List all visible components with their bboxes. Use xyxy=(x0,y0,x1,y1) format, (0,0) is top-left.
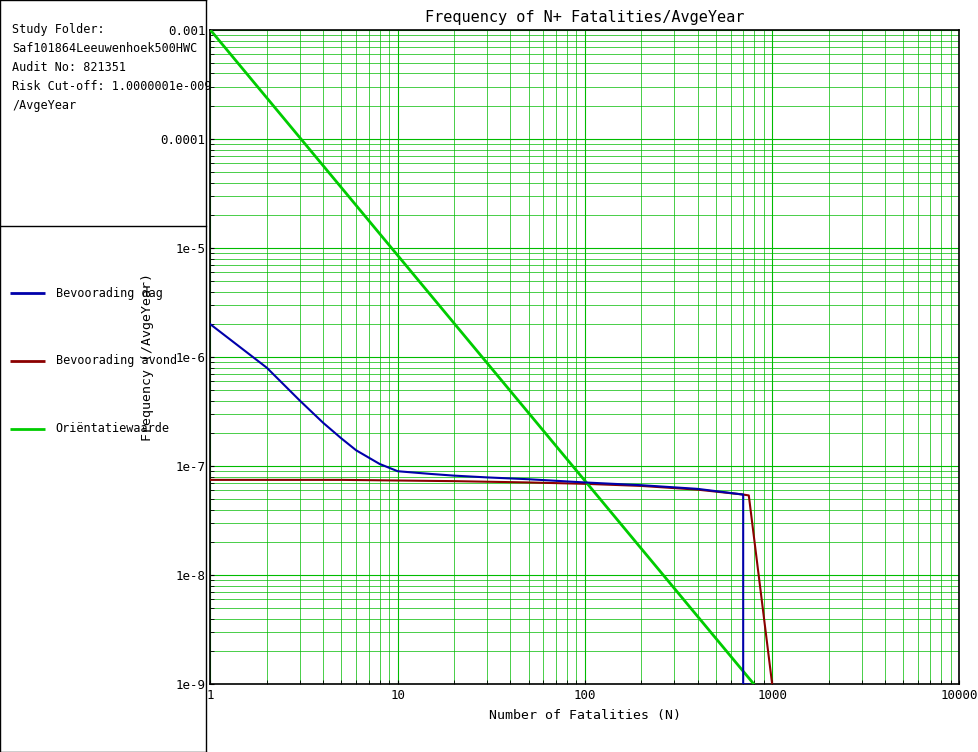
Title: Frequency of N+ Fatalities/AvgeYear: Frequency of N+ Fatalities/AvgeYear xyxy=(424,10,744,25)
Text: Study Folder:
Saf101864Leeuwenhoek500HWC
Audit No: 821351
Risk Cut-off: 1.000000: Study Folder: Saf101864Leeuwenhoek500HWC… xyxy=(13,23,211,111)
Text: Bevoorading dag: Bevoorading dag xyxy=(56,287,162,300)
X-axis label: Number of Fatalities (N): Number of Fatalities (N) xyxy=(488,709,681,722)
Text: Oriëntatiewaarde: Oriëntatiewaarde xyxy=(56,422,169,435)
Y-axis label: Frequency (/AvgeYear): Frequency (/AvgeYear) xyxy=(141,273,154,441)
Text: Bevoorading avond: Bevoorading avond xyxy=(56,354,176,368)
